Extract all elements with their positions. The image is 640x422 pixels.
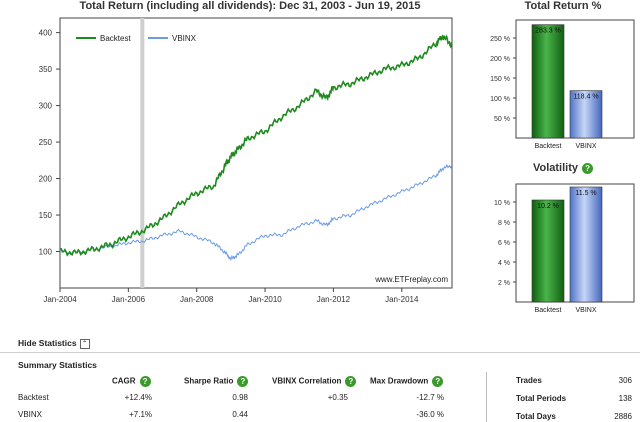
trades-value: 306	[618, 376, 632, 385]
y-tick-label: 8 %	[498, 220, 510, 227]
max-drawdown-value: -36.0 %	[416, 410, 444, 419]
y-tick-label: 100	[39, 248, 53, 257]
volatility-bar-chart: 2 % 4 % 6 % 8 % 10 % 10.2 % Backtest 11.5 % VBIN…	[494, 183, 635, 314]
row-name: VBINX	[18, 410, 43, 419]
cagr-value: +7.1%	[129, 410, 152, 419]
max-drawdown-help-icon[interactable]: ?	[432, 376, 444, 387]
y-tick-label: 150 %	[490, 76, 510, 83]
total-return-pct-title: Total Return %	[524, 0, 602, 12]
col-correlation: VBINX Correlation?	[272, 376, 357, 387]
y-tick-label: 6 %	[498, 240, 510, 247]
y-tick-label: 200 %	[490, 56, 510, 63]
x-tick-label: Jan-2008	[180, 295, 214, 304]
total-days-label: Total Days	[516, 412, 556, 421]
volatility-bar-vbinx	[569, 186, 603, 303]
divider	[486, 372, 487, 422]
watermark: www.ETFreplay.com	[374, 275, 448, 284]
correlation-help-icon[interactable]: ?	[345, 376, 357, 387]
cagr-help-icon[interactable]: ?	[139, 376, 151, 387]
x-tick-label: VBINX	[575, 307, 596, 314]
total-periods-value: 138	[618, 394, 632, 403]
legend-label: VBINX	[172, 34, 197, 43]
volatility-title: Volatility?	[486, 162, 640, 174]
total-return-bar-backtest	[531, 24, 565, 139]
total-days-value: 2886	[614, 412, 632, 421]
vbinx-series-line	[59, 164, 453, 262]
collapse-icon[interactable]: ⌃	[79, 338, 90, 349]
x-tick-label: Jan-2010	[248, 295, 282, 304]
total-return-bar-chart: 50 % 100 % 150 % 200 % 250 % 283.3 % Backtest 1…	[490, 19, 635, 150]
y-tick-label: 200	[39, 175, 53, 184]
divider	[0, 352, 640, 353]
col-sharpe: Sharpe Ratio?	[184, 376, 249, 387]
col-cagr: CAGR?	[112, 376, 151, 387]
highlight-band	[140, 18, 145, 288]
volatility-help-icon[interactable]: ?	[582, 162, 594, 174]
y-tick-label: 10 %	[494, 200, 510, 207]
y-tick-label: 250 %	[490, 36, 510, 43]
sharpe-value: 0.98	[232, 393, 248, 402]
sharpe-help-icon[interactable]: ?	[237, 376, 249, 387]
y-tick-label: 50 %	[494, 116, 510, 123]
total-return-line-chart: 100 150 200 250 300 350 400 Jan-2004 Jan-2006 Jan…	[39, 17, 453, 304]
x-tick-label: Jan-2012	[317, 295, 351, 304]
y-tick-label: 150	[39, 211, 53, 220]
trades-label: Trades	[516, 376, 542, 385]
y-tick-label: 350	[39, 65, 53, 74]
row-name: Backtest	[18, 393, 49, 402]
data-label: 118.4 %	[573, 94, 598, 101]
hide-statistics-toggle[interactable]: Hide Statistics ⌃	[18, 338, 90, 349]
y-tick-label: 2 %	[498, 280, 510, 287]
y-tick-label: 400	[39, 29, 53, 38]
correlation-value: +0.35	[327, 393, 348, 402]
sharpe-value: 0.44	[232, 410, 248, 419]
total-periods-label: Total Periods	[516, 394, 567, 403]
data-label: 283.3 %	[535, 28, 561, 35]
volatility-bar-backtest	[531, 199, 565, 303]
summary-statistics-title: Summary Statistics	[18, 360, 97, 370]
max-drawdown-value: -12.7 %	[416, 393, 444, 402]
backtest-series-line	[59, 34, 453, 257]
y-tick-label: 250	[39, 138, 53, 147]
data-label: 11.5 %	[575, 190, 596, 197]
x-tick-label: VBINX	[575, 143, 596, 150]
cagr-value: +12.4%	[124, 393, 152, 402]
legend-label: Backtest	[100, 34, 131, 43]
plot-area	[59, 17, 453, 289]
main-chart-title: Total Return (including all dividends): …	[79, 0, 421, 12]
x-tick-label: Jan-2004	[43, 295, 77, 304]
y-tick-label: 300	[39, 102, 53, 111]
x-tick-label: Jan-2006	[112, 295, 146, 304]
y-tick-label: 100 %	[490, 96, 510, 103]
x-tick-label: Jan-2014	[385, 295, 419, 304]
data-label: 10.2 %	[537, 203, 559, 210]
y-tick-label: 4 %	[498, 260, 510, 267]
total-return-bar-vbinx	[569, 90, 603, 139]
col-max-drawdown: Max Drawdown?	[370, 376, 444, 387]
x-tick-label: Backtest	[535, 307, 562, 314]
x-tick-label: Backtest	[535, 143, 562, 150]
